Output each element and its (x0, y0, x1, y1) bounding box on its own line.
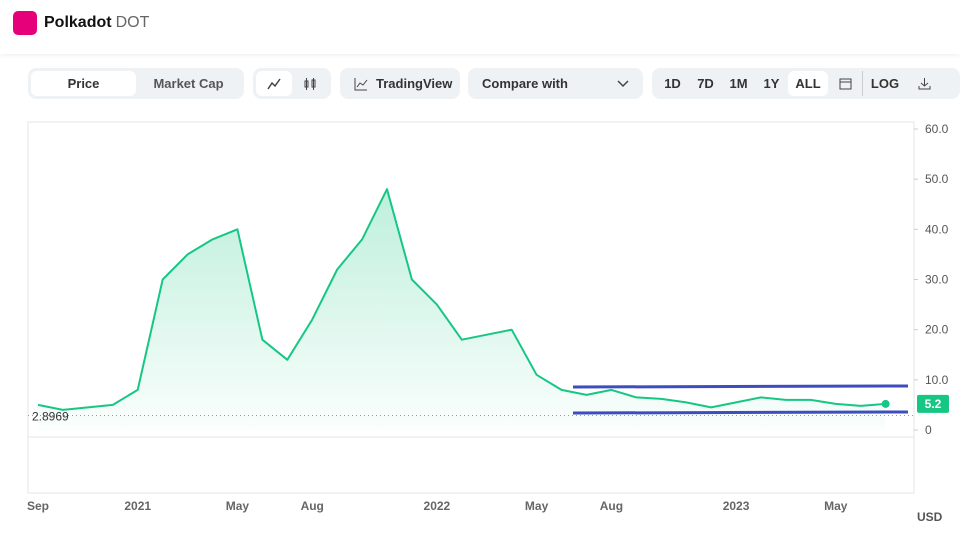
y-axis-label: USD (917, 510, 943, 524)
min-price-label: 2.8969 (32, 409, 69, 423)
icon (267, 78, 281, 89)
range-button[interactable]: 1M (729, 76, 748, 91)
drawn-line (572, 410, 909, 415)
price-line (37, 188, 886, 411)
y-tick-label: 30.0 (925, 273, 949, 287)
chevron (617, 79, 629, 87)
last-point (881, 399, 890, 408)
download-button[interactable] (907, 71, 941, 96)
header: Polkadot DOT (0, 0, 960, 54)
range-button[interactable]: 1Y (763, 76, 780, 91)
button-label: TradingView (376, 76, 453, 91)
x-tick-label: May (226, 499, 250, 513)
range-button[interactable]: 7D (697, 76, 714, 91)
logo (13, 11, 37, 35)
price-area (38, 189, 886, 430)
tradingview-button[interactable]: TradingView (340, 68, 460, 99)
line-chart-button[interactable] (256, 71, 292, 96)
log-button[interactable]: LOG (862, 71, 907, 96)
compare-dropdown[interactable]: Compare with (468, 68, 643, 99)
x-tick-label: May (525, 499, 549, 513)
y-tick-label: 50.0 (925, 172, 949, 186)
coin-name: Polkadot (44, 14, 112, 31)
icon (839, 78, 851, 90)
tab[interactable]: Market Cap (153, 76, 224, 91)
current-price-label: 5.2 (925, 397, 942, 411)
tab[interactable]: Price (31, 71, 136, 96)
dropdown-label: Compare with (482, 76, 568, 91)
coin-title: Polkadot DOT (44, 14, 149, 32)
range-group: 1D 7D 1M 1Y ALL LOG (652, 68, 960, 99)
x-tick-label: May (824, 499, 848, 513)
x-tick-label: 2021 (124, 499, 151, 513)
y-tick-label: 10.0 (925, 373, 949, 387)
current-price-badge (917, 394, 949, 413)
x-tick-label: Sep (27, 499, 49, 513)
coin-symbol: DOT (115, 14, 150, 31)
range-button[interactable]: ALL (788, 71, 828, 96)
x-tick-label: 2022 (424, 499, 451, 513)
tab-group: Price Market Cap (28, 68, 244, 99)
icon (918, 78, 930, 90)
icon (354, 77, 368, 90)
y-tick-label: 20.0 (925, 323, 949, 337)
calendar-button[interactable] (828, 71, 862, 96)
y-tick-label: 40.0 (925, 222, 949, 236)
candle-chart-button[interactable] (292, 71, 328, 96)
chart-type-group (253, 68, 331, 99)
y-tick-label: 0 (925, 423, 932, 437)
range-button[interactable]: 1D (664, 76, 681, 91)
icon (304, 77, 316, 90)
x-tick-label: 2023 (723, 499, 750, 513)
x-tick-label: Aug (600, 499, 623, 513)
y-tick-label: 60.0 (925, 122, 949, 136)
drawn-line (572, 384, 909, 389)
x-tick-label: Aug (301, 499, 324, 513)
plot-frame (27, 121, 915, 494)
